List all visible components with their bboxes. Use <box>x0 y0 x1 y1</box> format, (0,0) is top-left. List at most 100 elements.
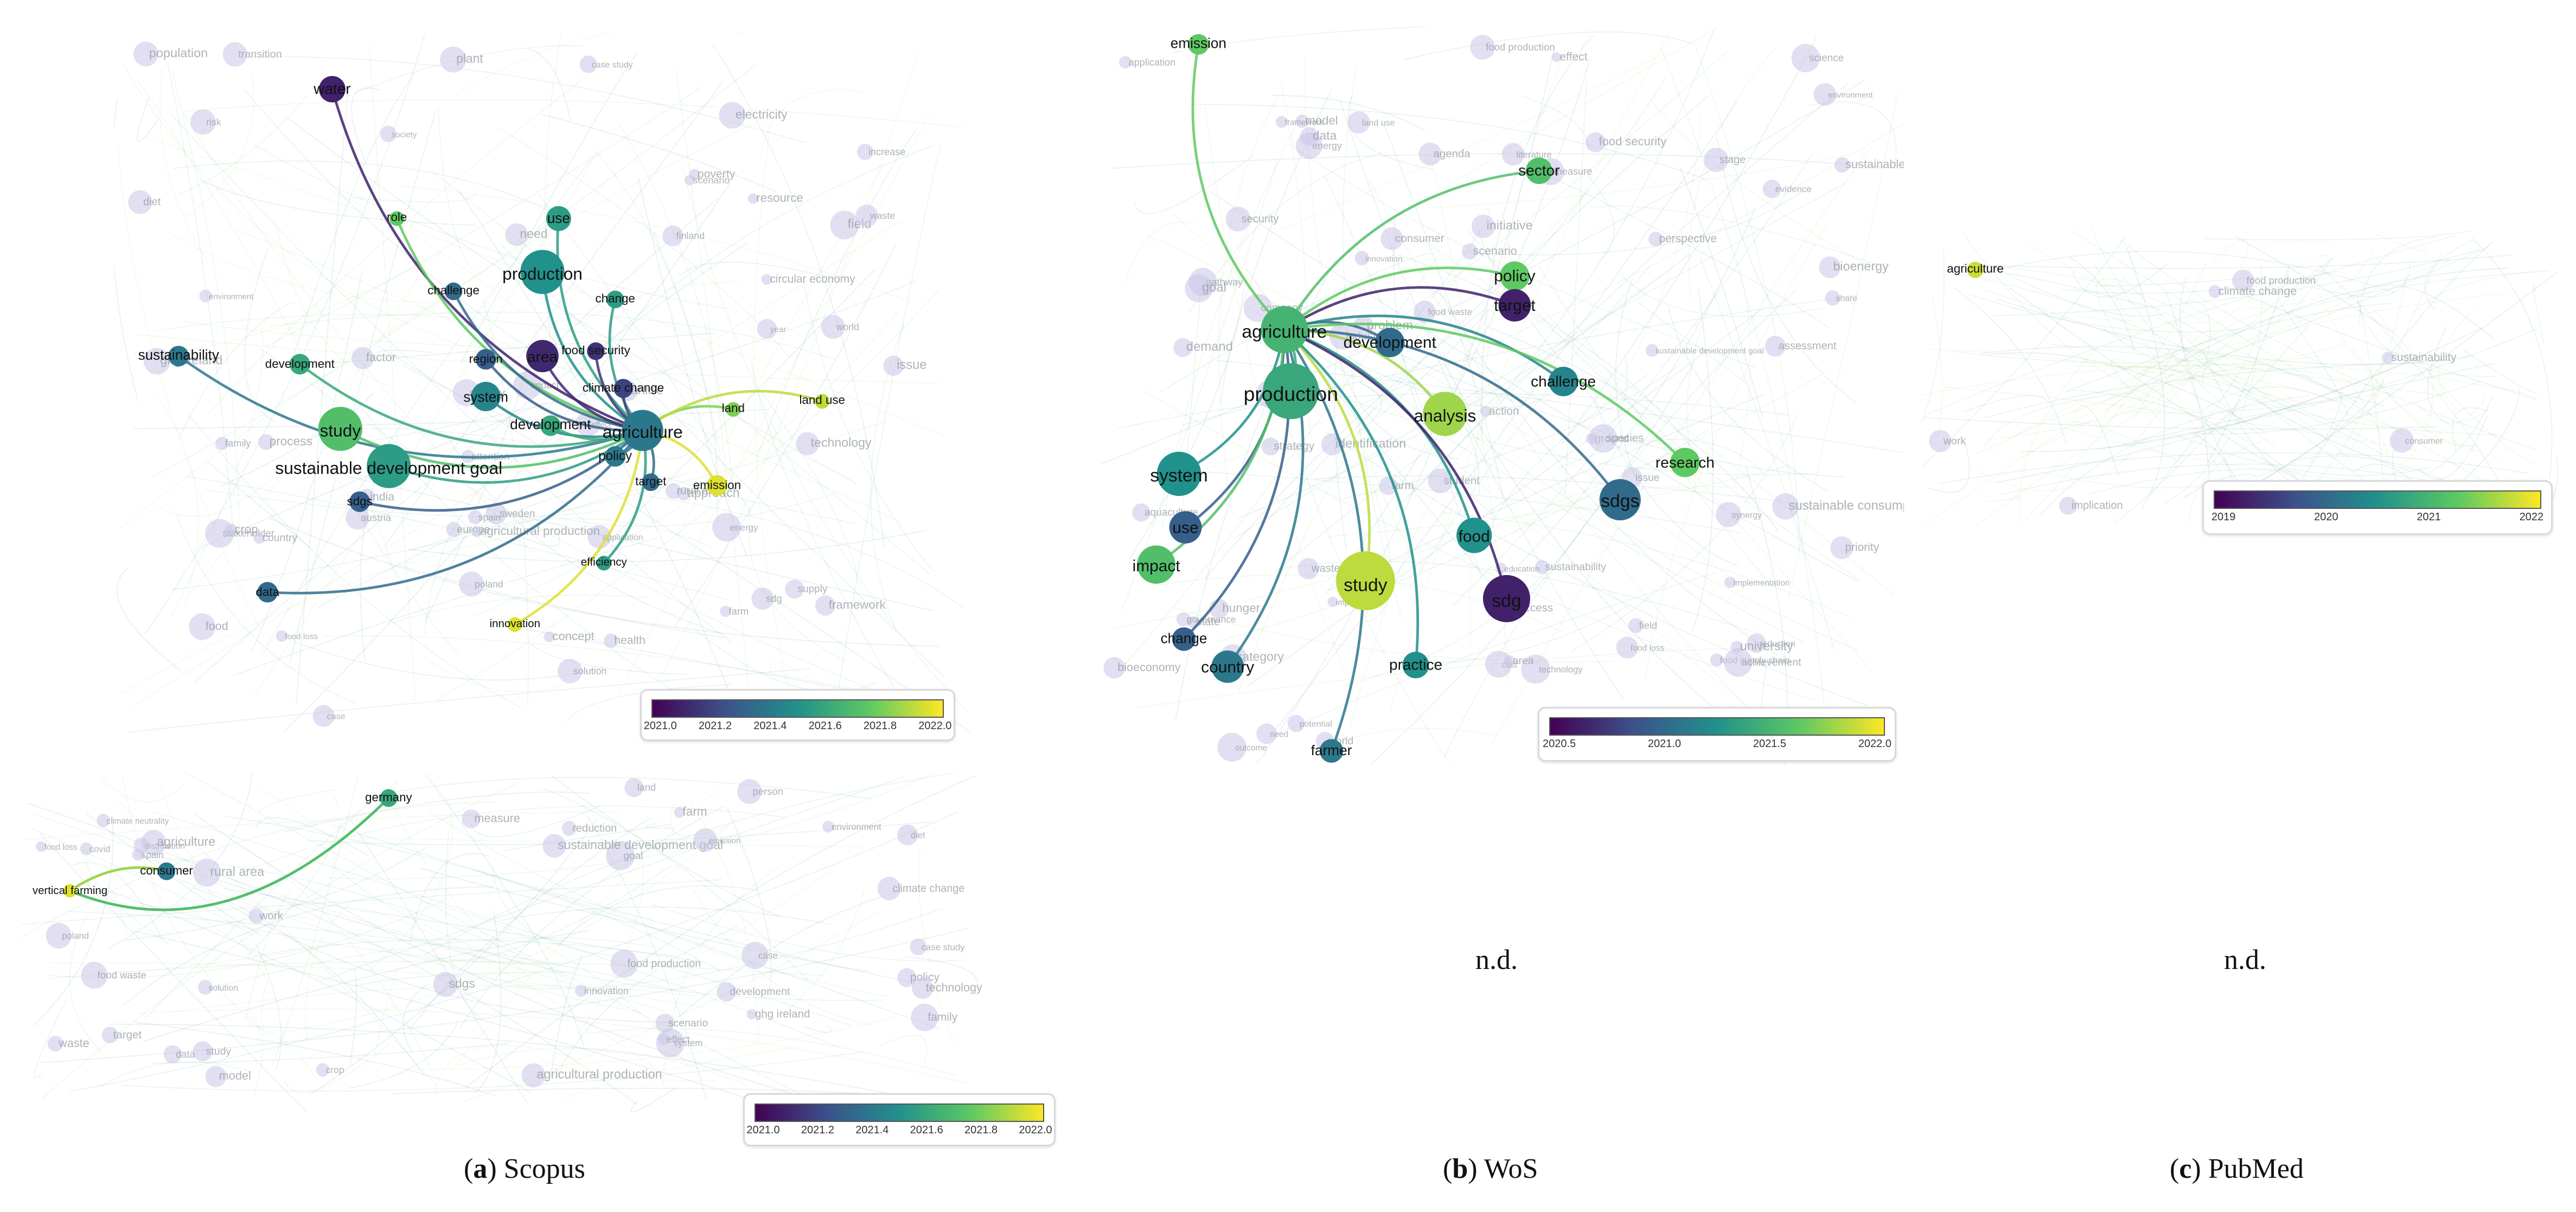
term-node[interactable]: development <box>510 415 591 436</box>
faded-node <box>911 977 934 999</box>
faded-term-label: finland <box>676 231 705 241</box>
faded-term-label: effect <box>1559 50 1587 63</box>
legend-tick-label: 2020.5 <box>1542 738 1576 750</box>
term-node[interactable]: land <box>722 401 745 417</box>
legend-ticks: 2019 2020 2021 2022 <box>2211 511 2543 526</box>
scopus-bottom-year-legend: 2021.0 2021.2 2021.4 2021.6 2021.8 2022.0 <box>743 1093 1056 1146</box>
faded-node <box>47 1036 63 1052</box>
term-node[interactable]: region <box>469 349 503 370</box>
faded-node <box>141 830 167 856</box>
faded-term-label: health <box>614 634 645 647</box>
term-node[interactable]: sector <box>1518 157 1559 184</box>
legend-tick-label: 2021.6 <box>808 720 842 732</box>
term-label: land use <box>799 393 845 407</box>
term-node[interactable]: sustainable development goal <box>275 444 502 488</box>
term-node[interactable]: impact <box>1133 545 1181 584</box>
term-node[interactable]: system <box>1150 451 1208 496</box>
faded-node <box>1480 406 1492 417</box>
term-node[interactable]: study <box>1335 551 1395 610</box>
term-node[interactable]: agriculture <box>603 410 683 451</box>
term-node[interactable]: challenge <box>1531 366 1596 397</box>
faded-node <box>1704 148 1729 173</box>
faded-node <box>1616 636 1639 659</box>
faded-node <box>199 289 212 303</box>
term-node[interactable]: efficiency <box>581 556 628 571</box>
term-node[interactable]: emission <box>693 475 741 496</box>
term-node[interactable]: practice <box>1389 652 1442 679</box>
faded-node <box>1830 536 1853 559</box>
legend-tick-label: 2022.0 <box>1858 738 1892 750</box>
term-node[interactable]: sdgs <box>347 491 373 512</box>
term-node[interactable]: country <box>1201 650 1254 683</box>
term-label: use <box>547 210 570 226</box>
faded-term-label: crop <box>326 1064 344 1075</box>
term-node[interactable]: development <box>1344 328 1437 358</box>
term-node[interactable]: food <box>1456 518 1492 553</box>
term-node[interactable]: germany <box>365 789 412 807</box>
caption-c-name: PubMed <box>2208 1153 2304 1184</box>
faded-term-label: circular economy <box>770 273 855 285</box>
faded-node <box>785 579 804 599</box>
term-node[interactable]: emission <box>1171 34 1226 55</box>
term-node[interactable]: sdg <box>1482 575 1530 622</box>
term-label: system <box>1150 466 1208 486</box>
faded-term-label: rural area <box>210 864 265 878</box>
term-node[interactable]: land use <box>799 393 845 409</box>
faded-term-label: waste <box>58 1036 90 1050</box>
term-node[interactable]: analysis <box>1414 392 1476 436</box>
term-node[interactable]: use <box>1169 511 1202 544</box>
term-node[interactable]: innovation <box>490 617 540 632</box>
term-node[interactable]: policy <box>1494 261 1536 291</box>
faded-term-label: food waste <box>1428 307 1472 317</box>
term-node[interactable]: vertical farming <box>33 884 107 898</box>
term-node[interactable]: production <box>502 250 583 294</box>
faded-term-label: food loss <box>44 843 78 852</box>
faded-term-label: model <box>1306 113 1338 127</box>
faded-node <box>2059 496 2078 515</box>
term-node[interactable]: climate change <box>583 379 664 398</box>
faded-term-label: demand <box>1186 340 1233 354</box>
faded-term-label: sdgs <box>449 976 475 990</box>
term-node[interactable]: consumer <box>140 862 193 881</box>
term-node[interactable]: development <box>265 354 335 375</box>
faded-term-label: study <box>206 1045 232 1057</box>
faded-term-label: initiative <box>1486 218 1532 232</box>
term-node[interactable]: agriculture <box>1242 306 1327 353</box>
term-node[interactable]: system <box>463 381 508 411</box>
viridis-colorbar <box>755 1103 1044 1122</box>
term-node[interactable]: research <box>1655 448 1715 477</box>
term-node[interactable]: production <box>1244 363 1338 419</box>
faded-node <box>1173 338 1193 358</box>
term-node[interactable]: policy <box>598 446 632 467</box>
term-node[interactable]: change <box>1161 627 1207 651</box>
faded-node <box>193 858 221 887</box>
term-node[interactable]: sustainability <box>138 346 219 367</box>
term-node[interactable]: area <box>526 340 559 373</box>
term-node[interactable]: challenge <box>427 282 480 301</box>
faded-term-label: increase <box>868 146 906 157</box>
faded-node <box>1645 343 1659 357</box>
faded-node <box>624 778 644 798</box>
term-node[interactable]: target <box>635 473 667 492</box>
term-node[interactable]: farmer <box>1311 739 1352 763</box>
term-node[interactable]: study <box>318 406 363 451</box>
term-label: production <box>502 264 583 284</box>
faded-node <box>253 532 265 544</box>
faded-term-label: environment <box>832 822 881 832</box>
faded-node <box>693 828 717 852</box>
faded-node <box>1103 656 1126 679</box>
term-node[interactable]: change <box>595 290 635 309</box>
term-label: emission <box>1171 35 1226 51</box>
faded-node <box>346 506 370 530</box>
term-node[interactable]: data <box>255 582 280 603</box>
term-node[interactable]: agriculture <box>1947 261 2004 278</box>
term-node[interactable]: sdgs <box>1599 479 1641 521</box>
legend-tick-label: 2021.5 <box>1753 738 1787 750</box>
faded-node <box>81 961 108 989</box>
term-node[interactable]: use <box>546 206 571 231</box>
term-node[interactable]: target <box>1494 289 1536 322</box>
term-node[interactable]: food security <box>561 342 631 360</box>
term-node[interactable]: role <box>387 210 407 226</box>
term-node[interactable]: water <box>313 75 351 103</box>
faded-node <box>462 809 481 828</box>
